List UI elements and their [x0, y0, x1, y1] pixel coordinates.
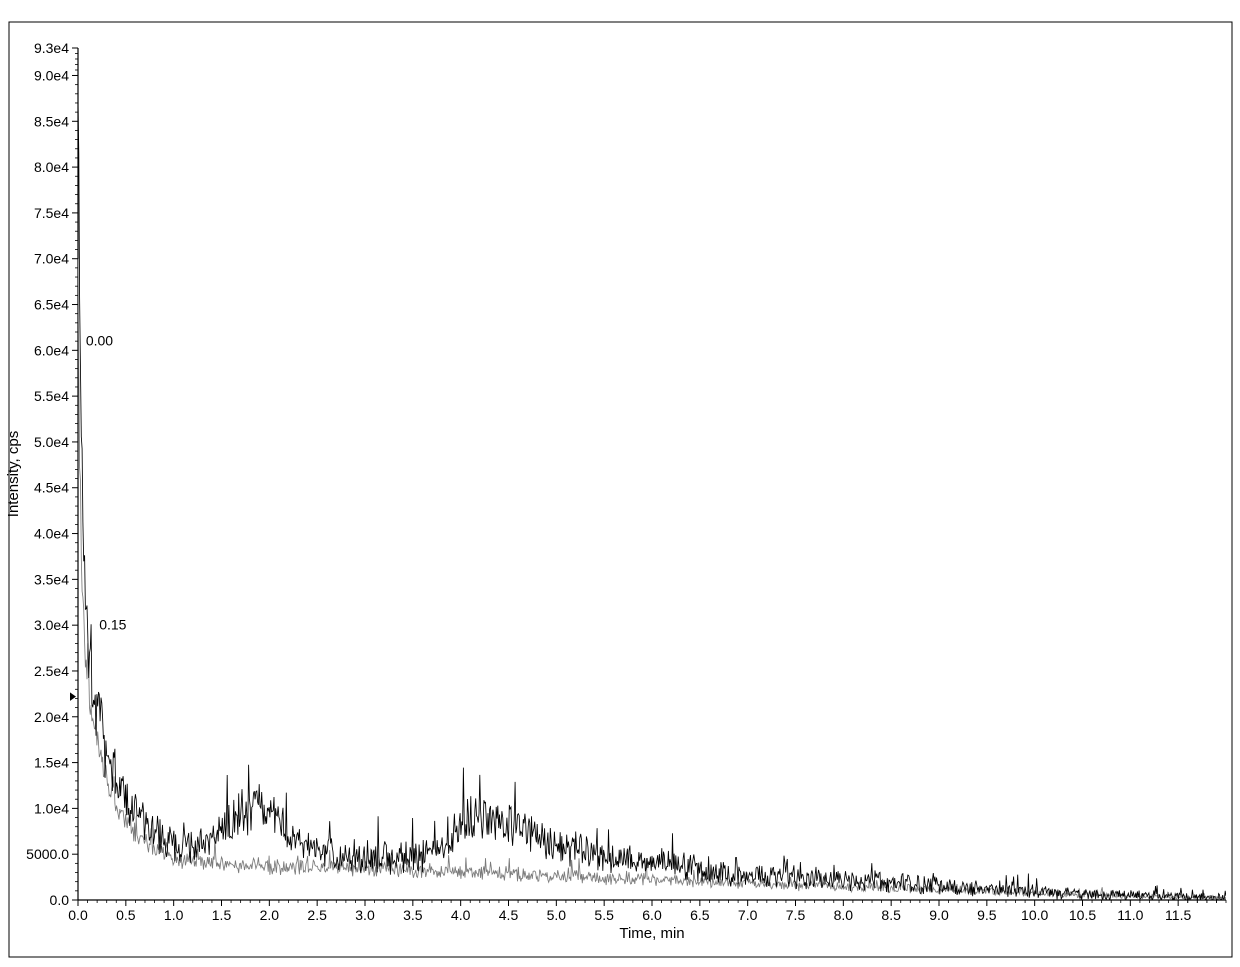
y-tick-label: 5.0e4	[34, 434, 69, 450]
x-tick-label: 7.0	[738, 907, 758, 923]
x-tick-label: 11.5	[1165, 907, 1191, 923]
x-tick-label: 2.5	[307, 907, 327, 923]
x-tick-label: 10.5	[1069, 907, 1096, 923]
peak-label: 0.00	[86, 333, 113, 349]
x-tick-label: 8.0	[834, 907, 854, 923]
x-tick-label: 0.5	[116, 907, 136, 923]
y-tick-label: 0.0	[50, 892, 70, 908]
y-tick-label: 2.5e4	[34, 663, 69, 679]
chromatogram-chart: 0.0 5000.0 1.0e4 1.5e4 2.0e4 2.5e4 3.0e4 3.5e4 4…	[0, 0, 1240, 967]
y-tick-label: 1.0e4	[34, 800, 69, 816]
y-tick-label: 7.0e4	[34, 251, 69, 267]
x-tick-label: 4.0	[451, 907, 471, 923]
x-tick-label: 0.0	[68, 907, 88, 923]
x-tick-label: 11.0	[1117, 907, 1143, 923]
x-axis-label: Time, min	[619, 925, 684, 942]
y-tick-label: 3.0e4	[34, 617, 69, 633]
x-tick-label: 3.0	[355, 907, 375, 923]
x-tick-label: 5.0	[547, 907, 567, 923]
y-tick-label: 9.3e4	[34, 40, 69, 56]
y-tick-label: 8.0e4	[34, 159, 69, 175]
y-tick-label: 4.5e4	[34, 480, 69, 496]
x-tick-label: 4.5	[499, 907, 519, 923]
y-axis-label: Intensity, cps	[5, 431, 22, 517]
x-tick-label: 6.0	[642, 907, 662, 923]
y-tick-label: 5.5e4	[34, 388, 69, 404]
y-tick-label: 3.5e4	[34, 571, 69, 587]
chart-svg: 0.0 5000.0 1.0e4 1.5e4 2.0e4 2.5e4 3.0e4 3.5e4 4…	[0, 0, 1240, 967]
y-tick-label: 6.0e4	[34, 342, 69, 358]
y-tick-label: 4.0e4	[34, 526, 69, 542]
x-tick-label: 7.5	[786, 907, 806, 923]
x-tick-label: 9.5	[977, 907, 997, 923]
peak-label: 0.15	[99, 617, 126, 633]
x-tick-label: 6.5	[690, 907, 710, 923]
outer-frame	[9, 22, 1232, 957]
x-tick-label: 9.0	[929, 907, 949, 923]
x-tick-label: 1.0	[164, 907, 184, 923]
x-tick-label: 8.5	[881, 907, 901, 923]
x-tick-label: 3.5	[403, 907, 423, 923]
y-tick-label: 9.0e4	[34, 67, 69, 83]
y-tick-label: 7.5e4	[34, 205, 69, 221]
y-tick-label: 2.0e4	[34, 709, 69, 725]
x-tick-label: 5.5	[594, 907, 614, 923]
trace-a	[78, 101, 1226, 900]
axis-marker-icon	[70, 692, 76, 700]
y-tick-label: 6.5e4	[34, 297, 69, 313]
y-tick-label: 5000.0	[26, 846, 69, 862]
y-tick-label: 1.5e4	[34, 755, 69, 771]
y-tick-label: 8.5e4	[34, 113, 69, 129]
x-tick-label: 1.5	[212, 907, 232, 923]
x-tick-label: 2.0	[260, 907, 280, 923]
x-tick-label: 10.0	[1021, 907, 1048, 923]
